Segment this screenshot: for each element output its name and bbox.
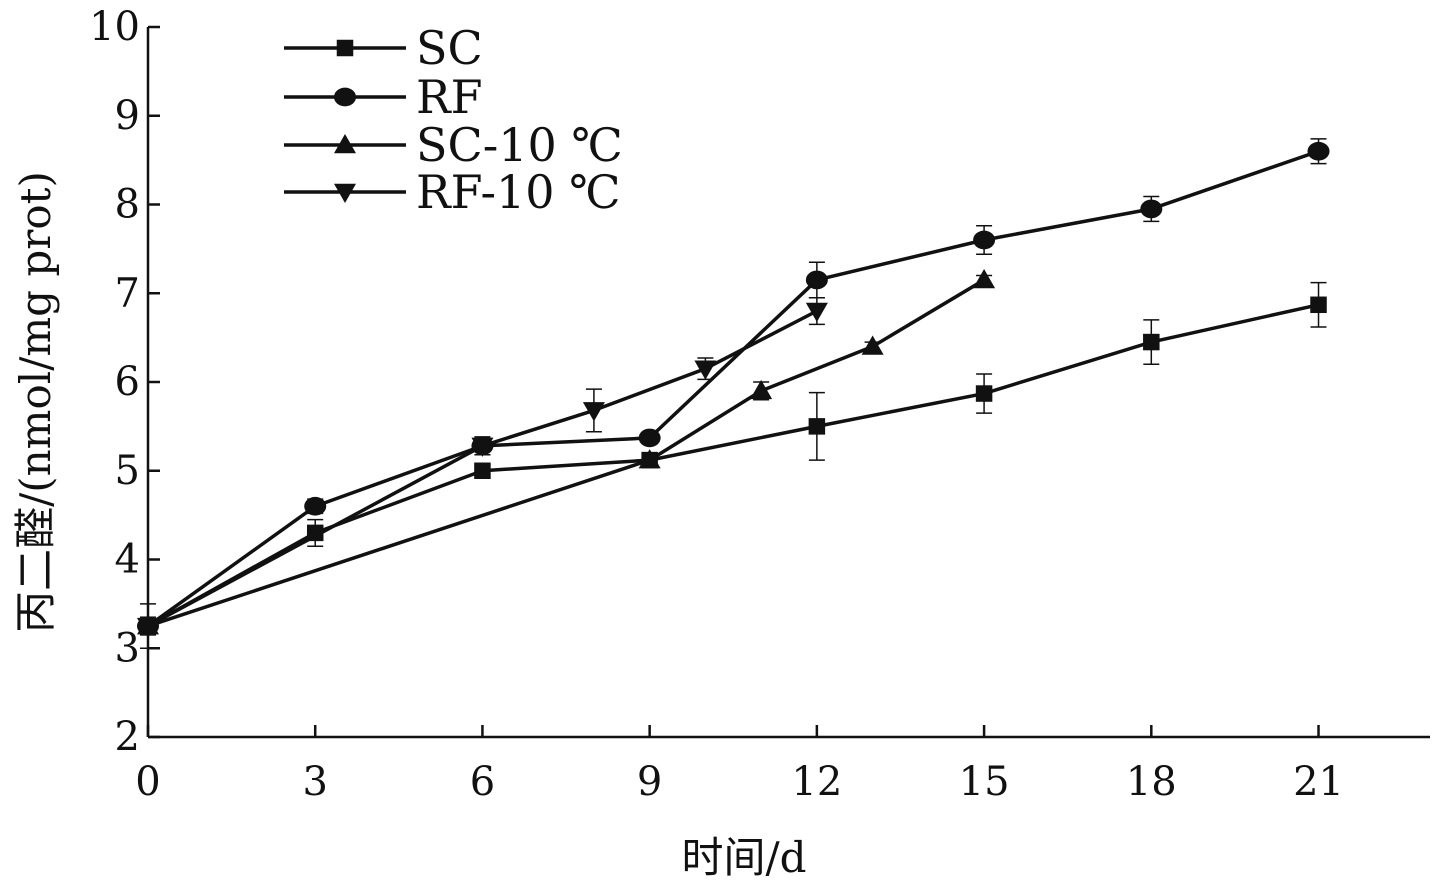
series-lines	[146, 149, 1320, 628]
data-point-sc	[306, 524, 324, 542]
data-point-sc	[808, 418, 826, 435]
axes	[146, 25, 1430, 739]
y-tick-label: 8	[115, 182, 140, 228]
x-tick-label: 21	[1293, 759, 1344, 805]
tick-labels: 2 3 4 5 6 7 8 9 10 0 3 6 9 12 15 18 21	[89, 4, 1344, 805]
data-point-sc-10	[861, 335, 884, 355]
data-point-sc	[474, 462, 491, 479]
series-markers	[137, 141, 1330, 638]
data-point-rf-10	[582, 402, 605, 422]
y-tick-label: 10	[89, 4, 140, 50]
data-point-rf	[1307, 141, 1330, 161]
legend-label-rf-10: RF-10 ℃	[416, 165, 621, 219]
y-tick-label: 3	[115, 625, 140, 671]
x-tick-label: 6	[470, 759, 495, 805]
x-tick-label: 12	[791, 759, 842, 805]
data-point-rf-10	[137, 617, 159, 638]
x-tick-label: 18	[1126, 759, 1177, 805]
x-tick-label: 9	[637, 759, 662, 805]
data-point-rf	[638, 428, 661, 448]
data-point-rf-10	[805, 302, 828, 322]
legend-label-sc: SC	[416, 21, 483, 75]
y-axis-title: 丙二醛/(nmol/mg prot)	[11, 171, 60, 633]
y-tick-label: 4	[115, 537, 140, 583]
legend-marker-sc-10	[334, 134, 356, 154]
data-point-sc	[1143, 333, 1160, 351]
data-point-rf	[304, 496, 327, 516]
x-axis-title: 时间/d	[681, 833, 806, 881]
legend-marker-rf	[334, 87, 356, 107]
data-point-rf-10	[471, 437, 494, 457]
x-tick-label: 0	[135, 759, 160, 805]
legend-marker-rf-10	[334, 183, 356, 203]
y-tick-label: 2	[115, 714, 140, 760]
data-point-sc-10	[638, 449, 661, 469]
y-tick-label: 5	[115, 448, 140, 494]
y-tick-label: 7	[115, 270, 140, 316]
data-point-rf	[973, 230, 996, 250]
data-point-rf-10	[694, 360, 717, 380]
series-line-sc-10	[147, 278, 985, 628]
data-point-sc-10	[750, 379, 773, 400]
y-tick-label: 9	[115, 93, 140, 139]
data-point-rf	[805, 270, 828, 290]
legend-label-rf: RF	[416, 70, 483, 124]
data-point-sc	[1310, 296, 1327, 314]
data-point-rf	[1140, 199, 1163, 219]
legend-label-sc-10: SC-10 ℃	[416, 118, 623, 172]
x-tick-label: 3	[302, 759, 327, 805]
legend-marker-sc	[336, 39, 354, 57]
y-tick-label: 6	[115, 359, 140, 405]
data-point-sc	[975, 385, 993, 402]
x-tick-label: 15	[959, 759, 1010, 805]
series-line-rf	[146, 149, 1320, 628]
data-point-sc-10	[973, 268, 996, 289]
